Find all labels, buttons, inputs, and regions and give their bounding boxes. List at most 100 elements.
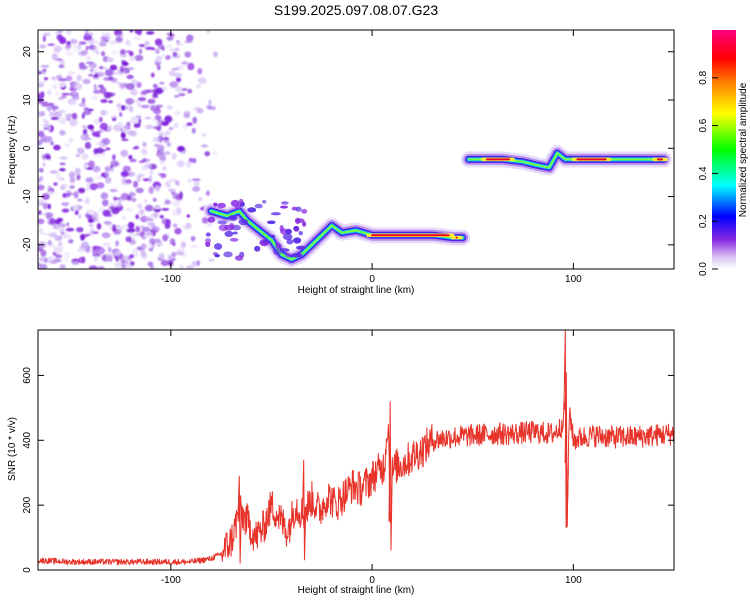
noise-blob	[95, 175, 104, 179]
x-tick-label: 100	[565, 575, 582, 586]
noise-blob	[111, 49, 117, 56]
colorbar-label: Normalized spectral amplitude	[738, 82, 749, 217]
noise-blob	[58, 117, 67, 125]
noise-blob	[126, 74, 134, 80]
noise-blob	[97, 246, 106, 255]
track-blob	[298, 231, 303, 236]
noise-blob	[93, 84, 97, 91]
noise-blob	[165, 180, 172, 188]
noise-blob	[53, 182, 58, 186]
noise-blob	[42, 32, 51, 37]
track-blob	[293, 227, 300, 232]
noise-blob	[169, 178, 177, 182]
noise-blob	[145, 46, 155, 50]
noise-blob	[127, 67, 135, 70]
noise-blob	[42, 162, 46, 167]
noise-blob	[160, 259, 169, 267]
noise-blob	[45, 191, 54, 195]
noise-blob	[65, 75, 73, 82]
noise-blob	[135, 214, 139, 220]
noise-blob	[136, 101, 142, 108]
track-blob	[228, 215, 237, 220]
noise-blob	[118, 200, 122, 209]
noise-blob	[42, 68, 47, 73]
noise-blob	[129, 254, 135, 259]
noise-blob	[92, 211, 99, 218]
track-blob	[301, 208, 308, 214]
noise-blob	[88, 32, 94, 36]
noise-blob	[94, 255, 98, 263]
snr-plot	[38, 330, 674, 566]
noise-blob	[146, 158, 150, 164]
track-blob	[234, 204, 241, 210]
track-blob	[232, 231, 238, 235]
noise-blob	[192, 116, 197, 124]
noise-blob	[78, 187, 86, 194]
track-blob	[285, 228, 292, 235]
noise-blob	[65, 44, 72, 49]
noise-blob	[59, 156, 68, 160]
noise-blob	[48, 102, 55, 107]
y-tick-label: -10	[22, 189, 33, 204]
noise-blob	[138, 118, 142, 125]
noise-blob	[39, 227, 43, 235]
noise-blob	[92, 131, 100, 137]
noise-blob	[96, 182, 105, 189]
spectrogram-heatmap	[38, 30, 672, 269]
noise-blob	[161, 46, 165, 51]
noise-blob	[83, 137, 93, 141]
y-tick-label: -20	[22, 237, 33, 252]
noise-blob	[53, 45, 63, 53]
track-blob	[238, 218, 249, 226]
noise-blob	[187, 88, 193, 94]
noise-blob	[148, 186, 154, 194]
noise-blob	[125, 98, 135, 105]
noise-blob	[69, 240, 73, 244]
noise-blob	[168, 33, 176, 38]
noise-blob	[133, 180, 139, 188]
noise-blob	[208, 99, 212, 107]
noise-blob	[59, 162, 66, 166]
noise-blob	[51, 76, 56, 80]
noise-blob	[78, 102, 86, 107]
track-blob	[262, 239, 269, 244]
track-blob	[254, 203, 263, 209]
noise-blob	[213, 51, 218, 58]
noise-blob	[135, 225, 141, 233]
noise-blob	[85, 177, 94, 183]
noise-blob	[105, 252, 115, 258]
noise-blob	[138, 160, 146, 163]
noise-blob	[144, 163, 152, 169]
noise-blob	[88, 224, 94, 228]
noise-blob	[65, 51, 74, 56]
noise-blob	[100, 36, 106, 42]
noise-blob	[155, 104, 164, 108]
noise-blob	[164, 115, 173, 123]
signal-track	[203, 145, 672, 268]
track-blob	[224, 224, 234, 231]
noise-blob	[92, 253, 101, 257]
noise-blob	[47, 125, 52, 132]
noise-blob	[87, 218, 94, 224]
noise-blob	[38, 199, 45, 204]
noise-blob	[201, 217, 209, 224]
track-blob	[280, 205, 288, 209]
noise-blob	[96, 147, 104, 154]
noise-blob	[82, 78, 91, 85]
noise-blob	[171, 258, 176, 261]
noise-blob	[164, 151, 171, 156]
colorbar-tick-label: 0.2	[698, 214, 709, 228]
noise-blob	[164, 44, 173, 49]
noise-blob	[100, 109, 107, 116]
noise-blob	[59, 264, 66, 269]
noise-blob	[191, 158, 197, 164]
noise-blob	[94, 77, 100, 80]
noise-blob	[94, 40, 101, 44]
noise-blob	[186, 34, 194, 42]
noise-blob	[179, 191, 183, 199]
noise-blob	[102, 199, 109, 207]
noise-blob	[88, 265, 98, 269]
noise-blob	[52, 84, 58, 90]
noise-blob	[53, 226, 60, 230]
